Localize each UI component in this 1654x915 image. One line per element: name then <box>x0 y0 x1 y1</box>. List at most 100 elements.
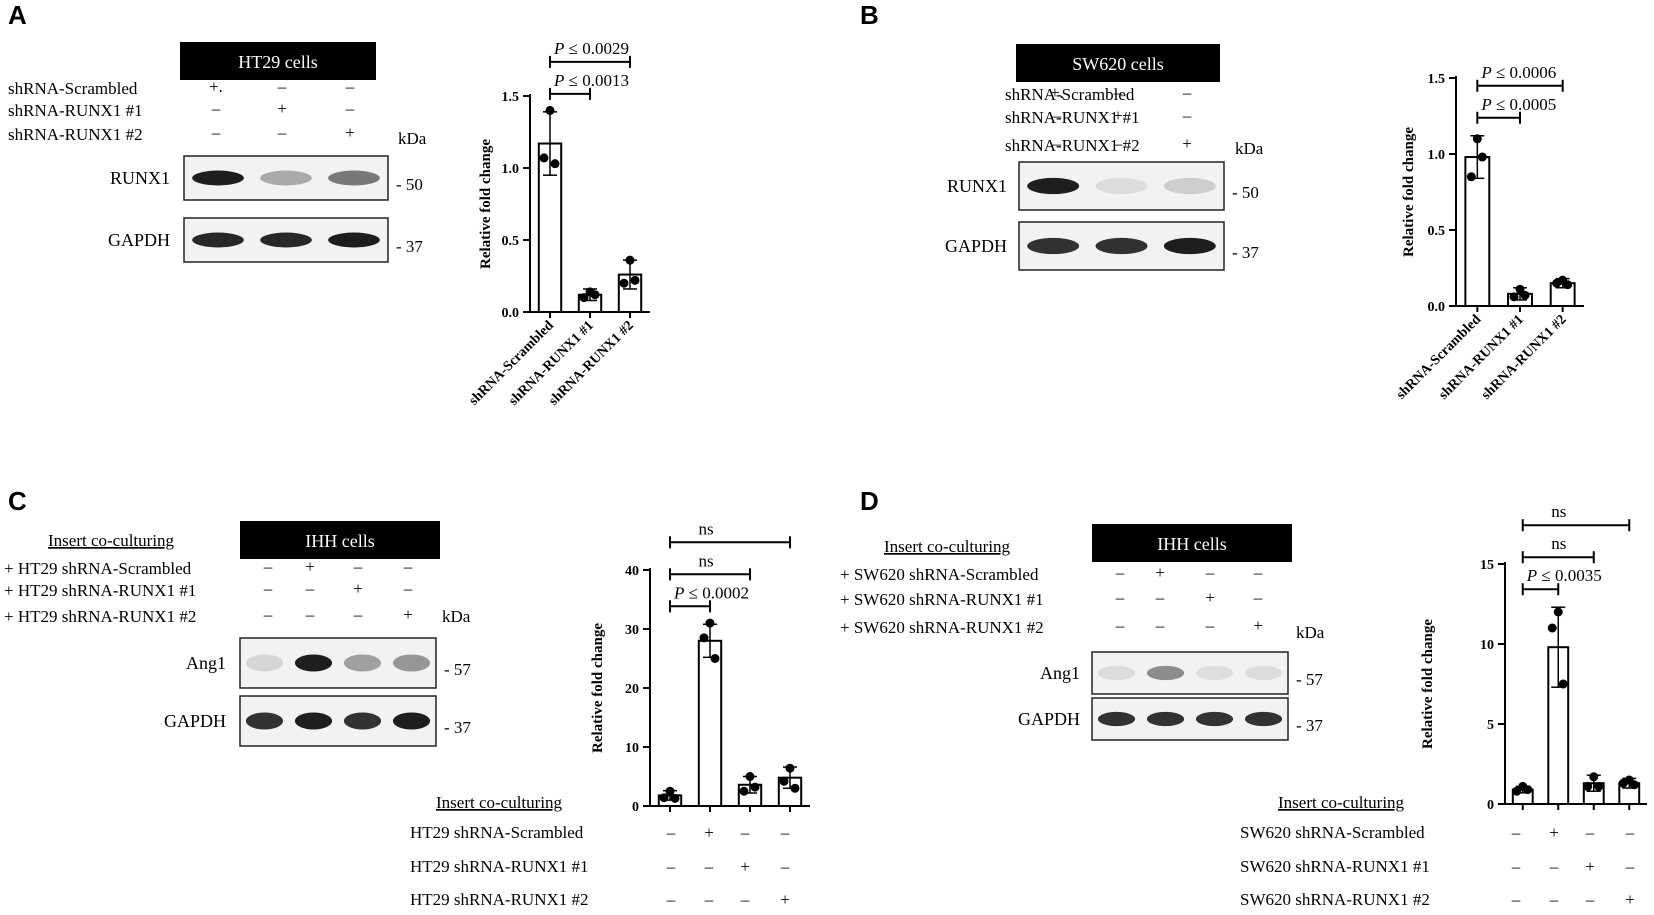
kda-label: kDa <box>1235 139 1264 158</box>
mw-marker: - 37 <box>1296 716 1323 735</box>
table-heading: Insert co-culturing <box>436 793 563 812</box>
y-tick-label: 1.0 <box>502 162 520 177</box>
data-point <box>1553 607 1563 617</box>
y-axis-label: Relative fold change <box>590 623 606 753</box>
significance-label: ns <box>1551 502 1566 521</box>
condition-mark: – <box>1113 83 1123 102</box>
condition-mark: +. <box>209 77 223 96</box>
table-condition-mark: + <box>704 823 714 842</box>
blot-heading: Insert co-culturing <box>48 531 175 550</box>
data-point <box>790 783 800 793</box>
condition-mark: + <box>345 123 355 142</box>
panel-letter-b: B <box>860 0 879 30</box>
cell-label-box <box>240 521 440 559</box>
cell-label: SW620 cells <box>1072 54 1164 74</box>
blot-band <box>1097 665 1136 681</box>
condition-label: shRNA-RUNX1 #1 <box>1005 108 1140 127</box>
y-tick-label: 0.0 <box>1428 300 1446 315</box>
y-tick-label: 1.5 <box>502 90 520 105</box>
y-axis-label: Relative fold change <box>1401 127 1417 257</box>
blot-band <box>245 712 284 730</box>
y-tick-label: 0.5 <box>1428 224 1446 239</box>
condition-label: shRNA-RUNX1 #1 <box>8 101 143 120</box>
condition-mark: – <box>263 579 273 598</box>
condition-mark: + <box>305 557 315 576</box>
blot-band <box>1195 665 1234 681</box>
significance-value: ns <box>1551 502 1566 521</box>
blot-band <box>1244 711 1283 727</box>
blot-band <box>294 654 333 672</box>
condition-mark: – <box>263 605 273 624</box>
blot-band <box>1146 711 1185 727</box>
y-tick-label: 10 <box>1480 638 1494 653</box>
data-point <box>1629 780 1639 790</box>
data-point <box>779 776 789 786</box>
data-point <box>1515 284 1525 294</box>
data-point <box>1477 152 1487 162</box>
y-axis-label: Relative fold change <box>478 139 494 269</box>
panel-letter-c: C <box>8 486 27 516</box>
panel-letter-d: D <box>860 486 879 516</box>
blot-band <box>260 170 312 186</box>
table-condition-mark: – <box>740 823 750 842</box>
condition-mark: – <box>403 579 413 598</box>
table-condition-mark: – <box>1511 890 1521 909</box>
y-tick-label: 40 <box>625 564 639 579</box>
bar <box>697 639 723 807</box>
mw-marker: - 37 <box>396 237 423 256</box>
condition-mark: – <box>353 605 363 624</box>
blot-band <box>392 712 431 730</box>
data-point <box>1547 623 1557 633</box>
kda-label: kDa <box>442 607 471 626</box>
condition-label: shRNA-RUNX1 #2 <box>1005 136 1140 155</box>
cell-label-box <box>1092 524 1292 562</box>
table-condition-mark: – <box>740 890 750 909</box>
significance-value: ≤ 0.0006 <box>1492 63 1557 82</box>
blot-band <box>343 712 382 730</box>
blot-band <box>1095 177 1148 195</box>
table-condition-mark: + <box>740 857 750 876</box>
condition-mark: + <box>1113 106 1123 125</box>
table-condition-mark: + <box>1585 857 1595 876</box>
data-point <box>1472 134 1482 144</box>
blot-band <box>260 232 312 248</box>
significance-p: P <box>673 583 684 602</box>
y-tick-label: 1.5 <box>1428 72 1446 87</box>
y-tick-label: 0.0 <box>502 306 520 321</box>
table-condition-mark: – <box>1625 857 1635 876</box>
table-condition-label: HT29 shRNA-Scrambled <box>410 823 584 842</box>
data-point <box>705 618 715 628</box>
blot-band <box>1163 237 1216 255</box>
condition-mark: – <box>1115 588 1125 607</box>
table-condition-mark: + <box>780 890 790 909</box>
table-condition-mark: – <box>666 823 676 842</box>
table-condition-mark: – <box>704 890 714 909</box>
condition-mark: + <box>353 579 363 598</box>
condition-mark: – <box>1115 616 1125 635</box>
table-condition-mark: – <box>666 890 676 909</box>
significance-value: ≤ 0.0035 <box>1537 566 1602 585</box>
band-name: RUNX1 <box>947 176 1007 196</box>
table-condition-mark: – <box>1625 823 1635 842</box>
data-point <box>1520 290 1530 300</box>
blot-band <box>1163 177 1216 195</box>
condition-mark: + <box>277 99 287 118</box>
data-point <box>750 782 760 792</box>
data-point <box>739 786 749 796</box>
blot-band <box>245 654 284 672</box>
data-point <box>1512 786 1522 796</box>
blot-band <box>294 712 333 730</box>
mw-marker: - 50 <box>396 175 423 194</box>
band-name: Ang1 <box>1040 663 1080 683</box>
band-name: GAPDH <box>108 230 170 250</box>
mw-marker: - 57 <box>1296 670 1323 689</box>
significance-p: P <box>1480 95 1491 114</box>
band-name: GAPDH <box>1018 709 1080 729</box>
blot-band <box>1244 665 1283 681</box>
condition-mark: – <box>211 99 221 118</box>
table-condition-label: HT29 shRNA-RUNX1 #2 <box>410 890 589 909</box>
condition-mark: – <box>305 579 315 598</box>
significance-label: ns <box>698 519 713 538</box>
table-condition-mark: + <box>1549 823 1559 842</box>
